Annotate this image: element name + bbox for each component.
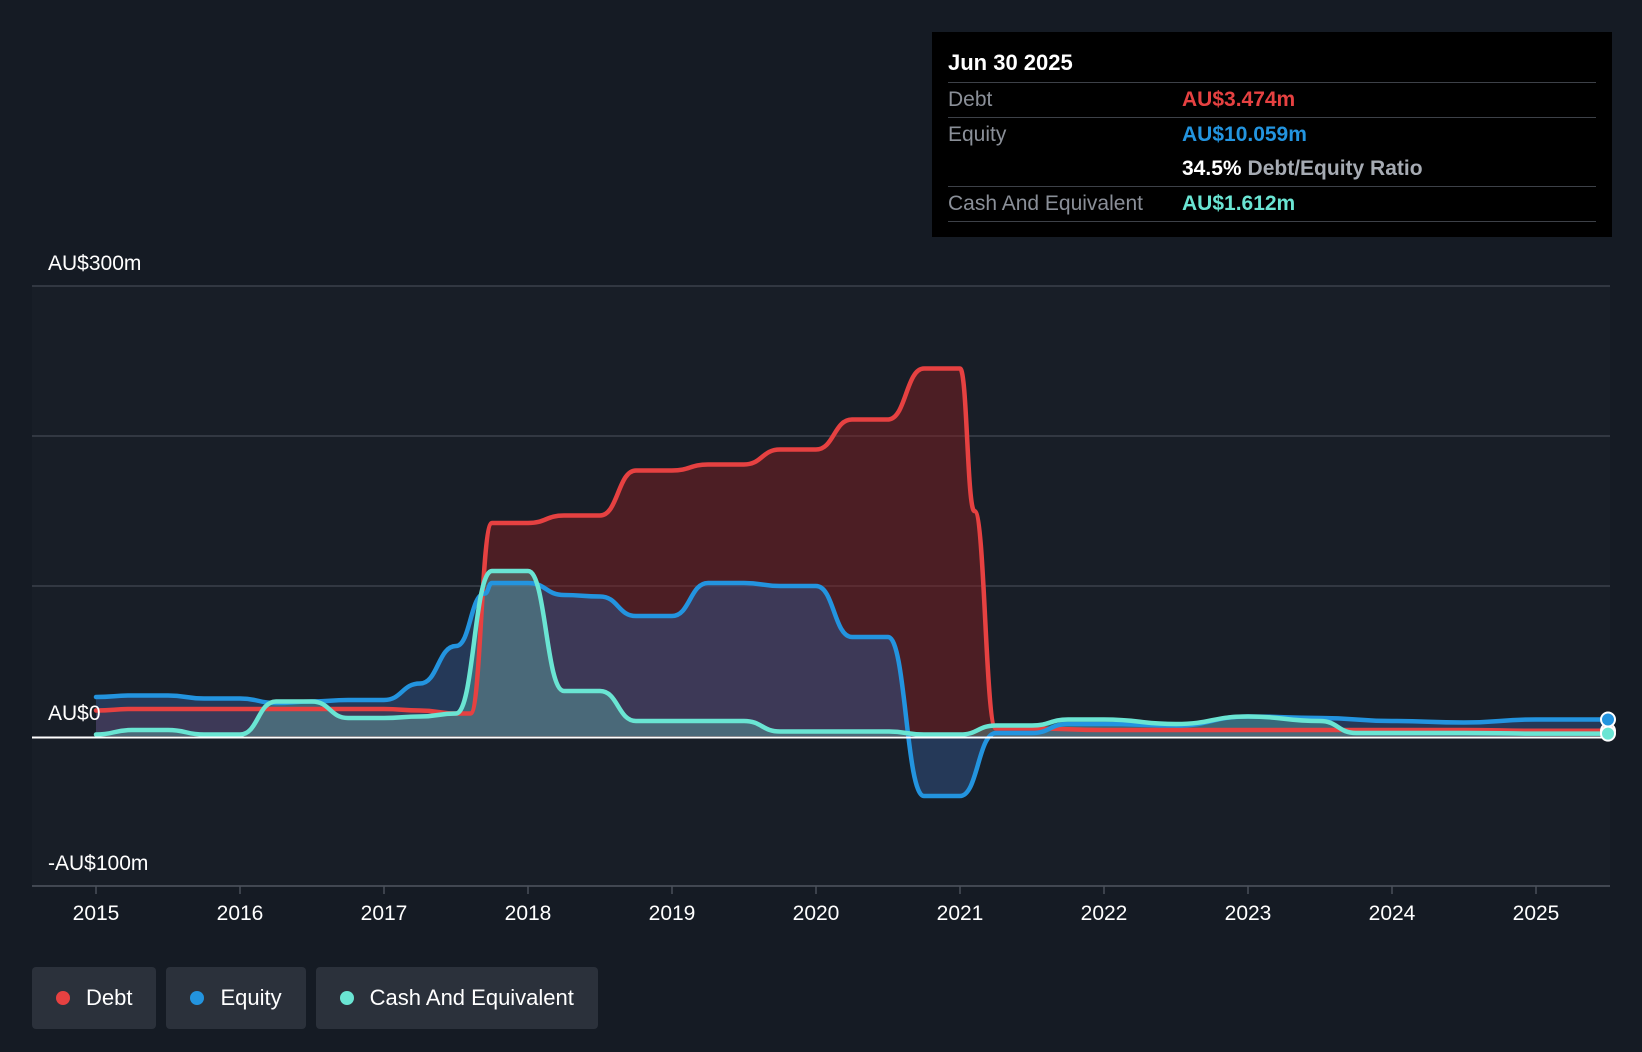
tooltip-debt-value: AU$3.474m (1182, 88, 1296, 111)
y-tick-label: -AU$100m (48, 852, 148, 875)
legend-item-equity[interactable]: Equity (166, 967, 306, 1029)
tooltip-ratio-value: 34.5% (1182, 157, 1242, 180)
x-tick-label: 2019 (649, 902, 696, 925)
legend-cash-label: Cash And Equivalent (369, 985, 574, 1010)
x-axis-ticks: 2015 2016 2017 2018 2019 2020 2021 2022 2023 2024… (73, 886, 1560, 925)
tooltip-panel: Jun 30 2025 Debt AU$3.474m Equity AU$10.… (932, 32, 1612, 237)
tooltip-equity-value: AU$10.059m (1182, 123, 1307, 146)
x-tick-label: 2022 (1081, 902, 1128, 925)
cash-and-equivalent-line (93, 568, 1611, 737)
tooltip-date: Jun 30 2025 (948, 46, 1596, 83)
tooltip-ratio-row: 34.5% Debt/Equity Ratio (948, 152, 1596, 187)
legend-item-debt[interactable]: Debt (32, 967, 157, 1029)
tooltip-debt-label: Debt (948, 88, 993, 111)
x-tick-label: 2015 (73, 902, 120, 925)
cash-dot-icon (339, 991, 354, 1005)
x-tick-label: 2024 (1369, 902, 1416, 925)
chart-legend: Debt Equity Cash And Equivalent (32, 967, 598, 1029)
equity-dot-icon (190, 991, 205, 1005)
x-tick-label: 2021 (937, 902, 984, 925)
tooltip-cash-label: Cash And Equivalent (948, 192, 1143, 215)
x-tick-label: 2025 (1513, 902, 1560, 925)
tooltip-debt-row: Debt AU$3.474m (948, 83, 1596, 118)
series-lines (93, 366, 1611, 799)
tooltip-cash-value: AU$1.612m (1182, 192, 1296, 215)
tooltip-ratio-label: Debt/Equity Ratio (1247, 157, 1423, 180)
x-tick-label: 2018 (505, 902, 552, 925)
tooltip-cash-row: Cash And Equivalent AU$1.612m (948, 187, 1596, 222)
x-tick-label: 2017 (361, 902, 408, 925)
x-tick-label: 2023 (1225, 902, 1272, 925)
equity-endpoint (1600, 711, 1616, 728)
series-endpoints (1600, 711, 1616, 742)
legend-item-cash[interactable]: Cash And Equivalent (315, 967, 598, 1029)
y-axis-ticks: AU$300m AU$0 -AU$100m (48, 252, 148, 875)
debt-line (93, 366, 1611, 734)
debt-dot-icon (56, 991, 70, 1005)
tooltip-equity-row: Equity AU$10.059m (948, 118, 1596, 152)
x-tick-label: 2016 (217, 902, 264, 925)
y-tick-label: AU$0 (48, 702, 101, 725)
debt-area (96, 368, 1608, 736)
tooltip-ratio: 34.5% Debt/Equity Ratio (1182, 152, 1423, 186)
legend-debt-label: Debt (86, 985, 133, 1010)
tooltip-equity-label: Equity (948, 123, 1007, 146)
x-tick-label: 2020 (793, 902, 840, 925)
legend-equity-label: Equity (220, 985, 282, 1010)
y-tick-label: AU$300m (48, 252, 141, 275)
cash-and-equivalent-endpoint (1600, 725, 1616, 742)
